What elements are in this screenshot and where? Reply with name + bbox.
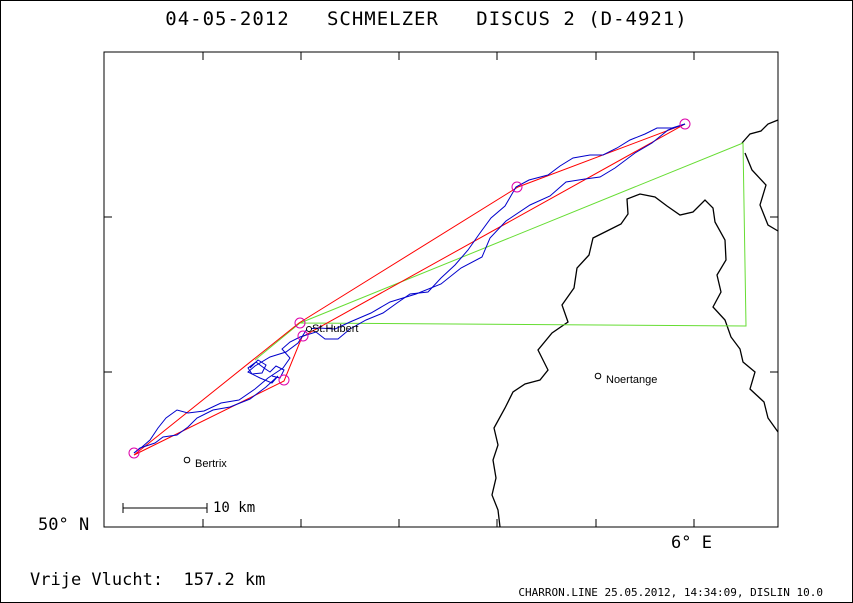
task-route [299,142,747,327]
town-marker [594,372,602,380]
town-label: St.Hubert [312,323,358,335]
town-marker [183,456,191,464]
country-border [491,193,779,528]
latitude-label: 50° N [38,515,90,535]
town-marker [306,326,312,332]
scale-bar [122,503,208,513]
page-title: 04-05-2012 SCHMELZER DISCUS 2 (D-4921) [165,8,688,30]
generator-credit: CHARRON.LINE 25.05.2012, 14:34:09, DISLI… [518,586,823,599]
country-border-north [741,119,779,144]
task-route-extra [254,322,301,361]
flight-track [133,123,686,454]
town-st-hubert: St.Hubert [306,323,358,335]
axis-ticks [104,52,778,527]
flight-track-return [133,123,686,454]
country-border-east [744,152,779,232]
town-label: Bertrix [195,458,227,470]
flight-distance: Vrije Vlucht: 157.2 km [30,570,266,590]
town-label: Noertange [606,374,657,386]
turnpoints [128,118,691,459]
scale-bar-label: 10 km [213,500,256,516]
town-bertrix: Bertrix [183,456,227,470]
flight-track-loops [247,359,285,379]
map-area [103,51,779,528]
town-noertange: Noertange [594,372,657,386]
longitude-label: 6° E [671,533,712,553]
